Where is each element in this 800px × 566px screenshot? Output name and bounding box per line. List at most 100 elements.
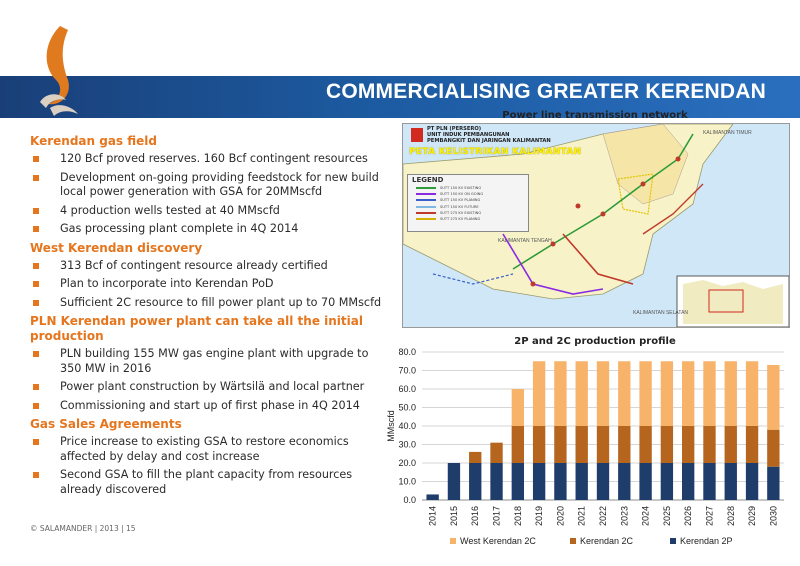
bullet-marker [33, 226, 39, 232]
bar-segment [703, 361, 716, 426]
bullet-marker [33, 299, 39, 306]
bar-segment [724, 426, 737, 463]
legend-swatch [570, 538, 576, 544]
bullet-list: Price increase to existing GSA to restor… [24, 435, 384, 497]
chart-legend: West Kerendan 2C Kerendan 2C Kerendan 2P [450, 536, 733, 546]
bullet-marker [33, 439, 39, 445]
y-tick-label: 20.0 [398, 458, 416, 468]
transmission-map: PT PLN (PERSERO) UNIT INDUK PEMBANGUNAN … [402, 123, 790, 328]
pln-org-line: PT PLN (PERSERO) [427, 126, 482, 132]
legend-swatch [450, 538, 456, 544]
legend-text: SUTT 150 KV FUTURE [440, 204, 479, 209]
bar-segment [469, 451, 482, 463]
legend-row: SUTT 275 KV PLANING [408, 216, 528, 222]
bar-segment [639, 426, 652, 463]
bar-segment [596, 426, 610, 463]
bullet-text: Power plant construction by Wärtsilä and… [60, 380, 365, 393]
legend-line [416, 218, 436, 221]
bullet-item: Sufficient 2C resource to fill power pla… [24, 296, 384, 311]
bar-segment [745, 361, 759, 426]
x-tick-label: 2022 [598, 506, 608, 526]
x-tick-label: 2021 [577, 506, 587, 526]
bullet-marker [33, 207, 39, 214]
chart-ticks: 0.0 10.0 20.0 30.0 40.0 50.0 60.0 70.0 80.0 2014 2… [398, 347, 778, 526]
bullet-marker [33, 384, 39, 390]
bar-segment [660, 361, 674, 426]
chart-bars [426, 361, 780, 500]
bullet-text: 120 Bcf proved reserves. 160 Bcf conting… [60, 152, 368, 165]
bullet-item: 4 production wells tested at 40 MMscfd [24, 204, 384, 219]
map-region-labels: KALIMANTAN TIMUR KALIMANTAN TENGAH KALIM… [498, 130, 752, 316]
bar-segment [469, 463, 482, 500]
legend-text: SUTT 150 KV ON GOING [440, 192, 484, 197]
legend-label: Kerendan 2P [680, 536, 733, 546]
x-tick-label: 2026 [683, 506, 693, 526]
legend-text: SUTT 150 KV PLANING [440, 198, 481, 203]
bullet-item: Power plant construction by Wärtsilä and… [24, 380, 384, 395]
y-tick-label: 10.0 [398, 477, 416, 487]
bullet-text: Commissioning and start up of first phas… [60, 398, 360, 412]
bullet-marker [33, 174, 39, 181]
bar-segment [618, 361, 631, 426]
legend-line [416, 199, 436, 202]
x-tick-label: 2029 [747, 506, 757, 526]
bar-segment [575, 426, 588, 463]
x-tick-label: 2017 [492, 506, 502, 526]
bar-segment [724, 463, 737, 500]
y-tick-label: 0.0 [403, 495, 416, 505]
bar-segment [532, 463, 546, 500]
bullet-text: 4 production wells tested at 40 MMscfd [60, 203, 280, 217]
bar-segment [447, 463, 461, 500]
bullet-marker [33, 281, 39, 287]
bullet-item: Price increase to existing GSA to restor… [24, 435, 384, 464]
bullet-item: 313 Bcf of contingent resource already c… [24, 259, 384, 274]
bar-segment [596, 361, 610, 426]
bar-segment [703, 463, 716, 500]
bar-segment [724, 361, 737, 426]
bullet-item: PLN building 155 MW gas engine plant wit… [24, 347, 384, 376]
section-heading: West Kerendan discovery [30, 240, 203, 255]
legend-text: SUTT 275 KV PLANING [440, 217, 481, 222]
legend-line [416, 187, 436, 190]
bar-segment [554, 361, 567, 426]
bar-segment [682, 361, 695, 426]
bullet-text: Development on-going providing feedstock… [60, 170, 379, 199]
bullet-item: Second GSA to fill the plant capacity fr… [24, 468, 384, 497]
salamander-logo [40, 26, 78, 116]
legend-row: SUTT 275 KV EXISTING [408, 210, 528, 216]
legend-line [416, 193, 436, 196]
y-tick-label: 60.0 [398, 384, 416, 394]
map-image [403, 124, 789, 327]
y-tick-label: 70.0 [398, 366, 416, 376]
bullet-list: 120 Bcf proved reserves. 160 Bcf conting… [24, 152, 384, 237]
bullet-list: PLN building 155 MW gas engine plant wit… [24, 347, 384, 413]
y-tick-label: 80.0 [398, 347, 416, 357]
bar-segment [682, 463, 695, 500]
legend-label: Kerendan 2C [580, 536, 634, 546]
bar-segment [575, 463, 588, 500]
bar-segment [660, 426, 674, 463]
bar-segment [554, 426, 567, 463]
x-tick-label: 2030 [768, 506, 778, 526]
y-tick-label: 40.0 [398, 421, 416, 431]
legend-label: West Kerendan 2C [460, 536, 536, 546]
bullet-item: Commissioning and start up of first phas… [24, 399, 384, 414]
bullet-list: 313 Bcf of contingent resource already c… [24, 259, 384, 311]
header-band [0, 76, 800, 118]
x-tick-label: 2027 [704, 506, 714, 526]
pln-org-line: UNIT INDUK PEMBANGUNAN [427, 132, 510, 138]
legend-line [416, 205, 436, 208]
bullet-item: Plan to incorporate into Kerendan PoD [24, 277, 384, 292]
x-tick-label: 2020 [555, 506, 565, 526]
bar-segment [639, 463, 652, 500]
legend-row: SUTT 150 KV ON GOING [408, 191, 528, 197]
left-column: Kerendan gas field 120 Bcf proved reserv… [24, 134, 384, 501]
bullet-text: Sufficient 2C resource to fill power pla… [60, 295, 382, 309]
bar-segment [639, 361, 652, 426]
bullet-marker [33, 156, 39, 162]
bar-segment [511, 463, 524, 500]
bullet-marker [33, 402, 39, 409]
pln-org-line: PEMBANGKIT DAN JARINGAN KALIMANTAN [427, 138, 551, 144]
x-tick-label: 2028 [726, 506, 736, 526]
bar-segment [703, 426, 716, 463]
